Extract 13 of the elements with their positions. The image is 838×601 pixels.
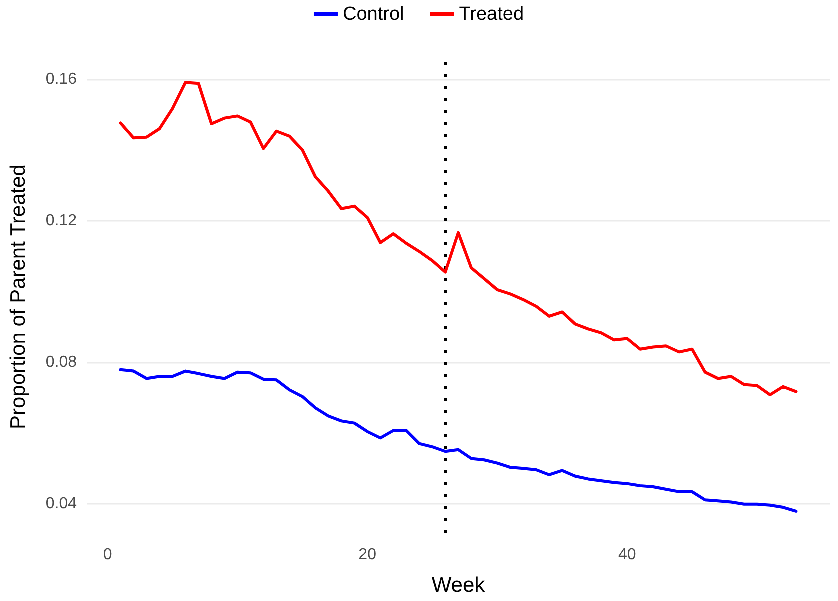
legend-label: Control xyxy=(342,4,404,25)
line-series xyxy=(119,81,798,397)
x-tick-label: 20 xyxy=(358,546,377,564)
y-tick-label: 0.04 xyxy=(46,495,78,512)
legend-label: Treated xyxy=(459,4,524,25)
x-tick-label: 40 xyxy=(618,546,636,564)
y-tick-label: 0.16 xyxy=(46,70,78,88)
y-axis-title: Proportion of Parent Treated xyxy=(7,164,30,430)
x-tick-label: 0 xyxy=(103,546,112,564)
y-tick-label: 0.08 xyxy=(46,354,78,371)
x-axis-title: Week xyxy=(432,574,486,597)
y-tick-label: 0.12 xyxy=(46,212,78,230)
line-series xyxy=(119,368,798,513)
